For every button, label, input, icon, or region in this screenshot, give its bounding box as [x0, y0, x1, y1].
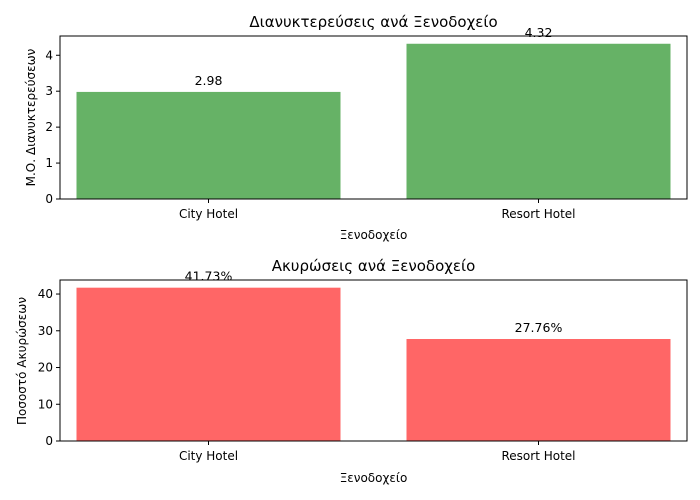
- y-tick-label: 40: [38, 287, 53, 301]
- axis-ticks: City Hotel Resort Hotel 0 10 20 30 40: [38, 287, 576, 463]
- bar: [76, 287, 341, 441]
- y-tick-label: 3: [45, 84, 53, 98]
- x-axis-label: Ξενοδοχείο: [340, 228, 408, 242]
- chart-title: Ακυρώσεις ανά Ξενοδοχείο: [272, 257, 476, 275]
- x-tick-label: Resort Hotel: [501, 449, 575, 463]
- x-tick-label: City Hotel: [179, 207, 238, 221]
- x-tick-label: Resort Hotel: [501, 207, 575, 221]
- y-tick-label: 10: [38, 397, 53, 411]
- bar-series: 2.98 4.32: [76, 25, 671, 200]
- bar: [406, 339, 671, 441]
- y-tick-label: 2: [45, 120, 53, 134]
- chart-cancellations: Ακυρώσεις ανά Ξενοδοχείο 41.73% 27.76% Ci…: [15, 257, 688, 485]
- y-tick-label: 4: [45, 48, 53, 62]
- chart-title: Διανυκτερεύσεις ανά Ξενοδοχείο: [249, 13, 497, 31]
- plot-frame: [59, 279, 688, 442]
- plot-frame: [59, 35, 688, 200]
- x-axis-label: Ξενοδοχείο: [340, 471, 408, 485]
- y-axis-label: Μ.Ο. Διανυκτερεύσεων: [24, 48, 38, 186]
- chart-nights: Διανυκτερεύσεις ανά Ξενοδοχείο 2.984.32 …: [24, 13, 688, 242]
- bar: [406, 43, 671, 200]
- x-tick-label: City Hotel: [179, 449, 238, 463]
- y-tick-label: 30: [38, 324, 53, 338]
- data-label: 2.98: [195, 73, 223, 88]
- axis-ticks: City Hotel Resort Hotel 0 1 2 3 4: [45, 48, 575, 221]
- y-tick-label: 1: [45, 156, 53, 170]
- y-tick-label: 0: [45, 192, 53, 206]
- y-axis-label: Ποσοστό Ακυρώσεων: [15, 297, 29, 425]
- data-label: 41.73%: [185, 269, 233, 284]
- y-tick-label: 20: [38, 361, 53, 375]
- y-tick-label: 0: [45, 434, 53, 448]
- bar-series: 41.73% 27.76%: [76, 269, 671, 441]
- data-label: 4.32: [525, 25, 553, 40]
- bar: [76, 91, 341, 199]
- data-label: 27.76%: [515, 320, 563, 335]
